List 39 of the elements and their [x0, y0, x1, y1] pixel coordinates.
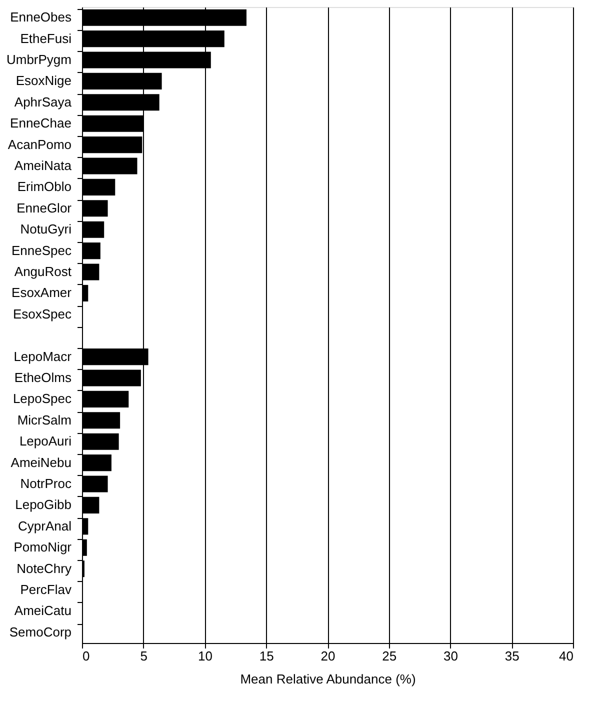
y-tick-label: EnneChae	[10, 116, 72, 131]
y-tick-label: AmeiCatu	[14, 603, 72, 618]
y-tick-label: EsoxNige	[16, 73, 72, 88]
y-tick-label: AcanPomo	[8, 136, 72, 152]
y-tick-label: EsoxSpec	[12, 306, 72, 322]
y-tick-label: PercFlav	[20, 582, 72, 597]
y-tick-label: AmeiNata	[14, 158, 72, 173]
y-tick-label: NoteChry	[16, 560, 72, 576]
y-tick-label: EtheFusi	[20, 30, 72, 46]
y-tick-label: NotrProc	[20, 476, 72, 491]
y-tick-label: CyprAnal	[18, 518, 72, 534]
y-tick-label: LepoAuri	[19, 434, 72, 449]
x-axis-title: Mean Relative Abundance (%)	[240, 672, 416, 686]
y-tick-label: EsoxAmer	[12, 285, 72, 300]
x-tick-label: 40	[559, 648, 574, 664]
y-tick-label: LepoMacr	[14, 348, 72, 364]
x-tick-label: 20	[320, 648, 336, 664]
y-tick-label: UmbrPygm	[6, 52, 72, 67]
y-tick-label: PomoNigr	[14, 540, 72, 555]
y-tick-label: AphrSaya	[14, 94, 72, 110]
y-tick-label: ErimOblo	[17, 179, 72, 194]
y-tick-label: AnguRost	[14, 264, 72, 279]
x-tick-label: 0	[82, 648, 90, 664]
y-tick-label: EnneGlor	[16, 200, 72, 216]
x-tick-label: 35	[504, 648, 520, 664]
y-tick-label: MicrSalm	[17, 412, 72, 428]
x-tick-label: 25	[382, 648, 397, 664]
x-tick-label: 10	[198, 648, 212, 664]
y-tick-label: AmeiNebu	[10, 454, 72, 470]
y-tick-label: EnneObes	[10, 10, 72, 25]
x-tick-label: 30	[444, 648, 458, 664]
y-tick-label: LepoSpec	[12, 391, 72, 406]
x-tick-label: 5	[140, 648, 148, 664]
x-tick-label: 15	[259, 648, 274, 664]
y-tick-label: LepoGibb	[15, 497, 72, 512]
y-tick-label: NotuGyri	[20, 222, 72, 237]
y-tick-label: SemoCorp	[9, 624, 72, 640]
y-tick-label: EnneSpec	[12, 242, 72, 258]
y-tick-label: EtheOlms	[14, 370, 72, 385]
